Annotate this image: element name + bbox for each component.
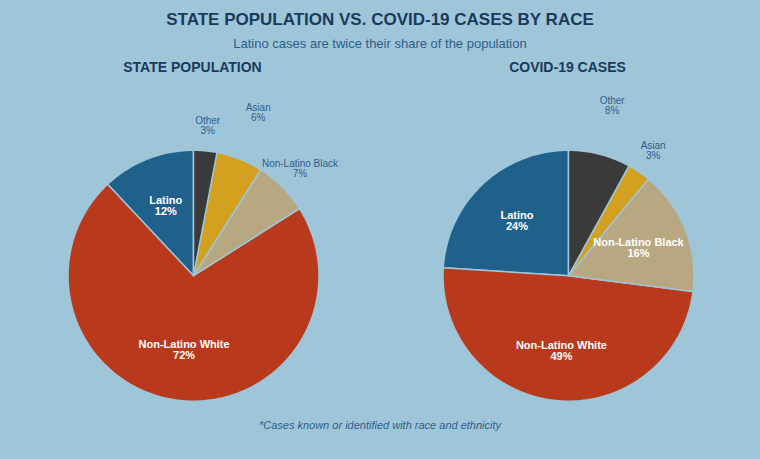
svg-text:Non-Latino White72%: Non-Latino White72% — [138, 338, 229, 361]
html-text:STATE POPULATION VS. COVID-19: STATE POPULATION VS. COVID-19 CASES BY R… — [166, 10, 594, 29]
svg-text:Non-Latino Black16%: Non-Latino Black16% — [593, 236, 684, 259]
html-text:*Cases known or identified wit: *Cases known or identified with race and… — [258, 419, 502, 431]
svg-text:Asian6%: Asian6% — [245, 102, 270, 123]
html-text:COVID-19 CASES: COVID-19 CASES — [509, 59, 626, 75]
svg-text:Latino24%: Latino24% — [500, 209, 533, 232]
svg-text:Non-Latino Black7%: Non-Latino Black7% — [261, 158, 338, 179]
html-text:Latino cases are twice their s: Latino cases are twice their share of th… — [233, 36, 527, 51]
svg-text:Other3%: Other3% — [195, 115, 221, 136]
html-text:STATE POPULATION: STATE POPULATION — [123, 59, 262, 75]
svg-text:Non-Latino White49%: Non-Latino White49% — [515, 339, 606, 362]
svg-text:Other8%: Other8% — [599, 95, 625, 116]
svg-text:Latino12%: Latino12% — [149, 194, 182, 217]
svg-text:Asian3%: Asian3% — [640, 140, 665, 161]
